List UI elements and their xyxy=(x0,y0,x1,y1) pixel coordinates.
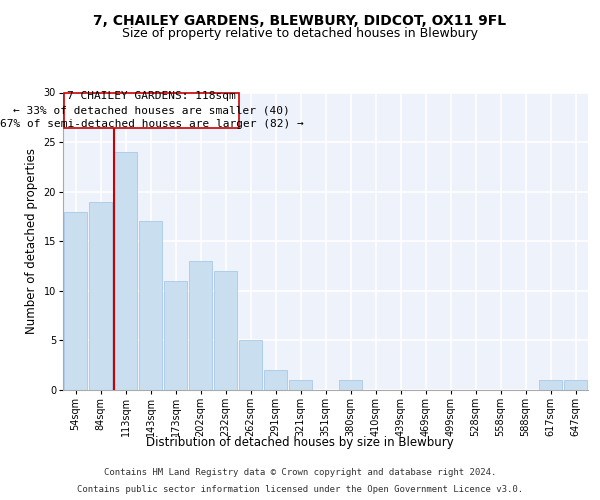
Text: Contains public sector information licensed under the Open Government Licence v3: Contains public sector information licen… xyxy=(77,484,523,494)
Text: Contains HM Land Registry data © Crown copyright and database right 2024.: Contains HM Land Registry data © Crown c… xyxy=(104,468,496,477)
FancyBboxPatch shape xyxy=(64,92,239,128)
Bar xyxy=(164,281,187,390)
Bar xyxy=(264,370,287,390)
Text: 7, CHAILEY GARDENS, BLEWBURY, DIDCOT, OX11 9FL: 7, CHAILEY GARDENS, BLEWBURY, DIDCOT, OX… xyxy=(94,14,506,28)
Bar xyxy=(89,202,112,390)
Bar xyxy=(289,380,312,390)
Bar xyxy=(214,271,237,390)
Text: Size of property relative to detached houses in Blewbury: Size of property relative to detached ho… xyxy=(122,28,478,40)
Y-axis label: Number of detached properties: Number of detached properties xyxy=(25,148,38,334)
Bar xyxy=(139,222,162,390)
Text: 7 CHAILEY GARDENS: 118sqm
← 33% of detached houses are smaller (40)
67% of semi-: 7 CHAILEY GARDENS: 118sqm ← 33% of detac… xyxy=(0,92,304,130)
Bar xyxy=(564,380,587,390)
Bar xyxy=(539,380,562,390)
Bar xyxy=(114,152,137,390)
Bar xyxy=(64,212,87,390)
Bar xyxy=(339,380,362,390)
Text: Distribution of detached houses by size in Blewbury: Distribution of detached houses by size … xyxy=(146,436,454,449)
Bar xyxy=(189,261,212,390)
Bar xyxy=(239,340,262,390)
